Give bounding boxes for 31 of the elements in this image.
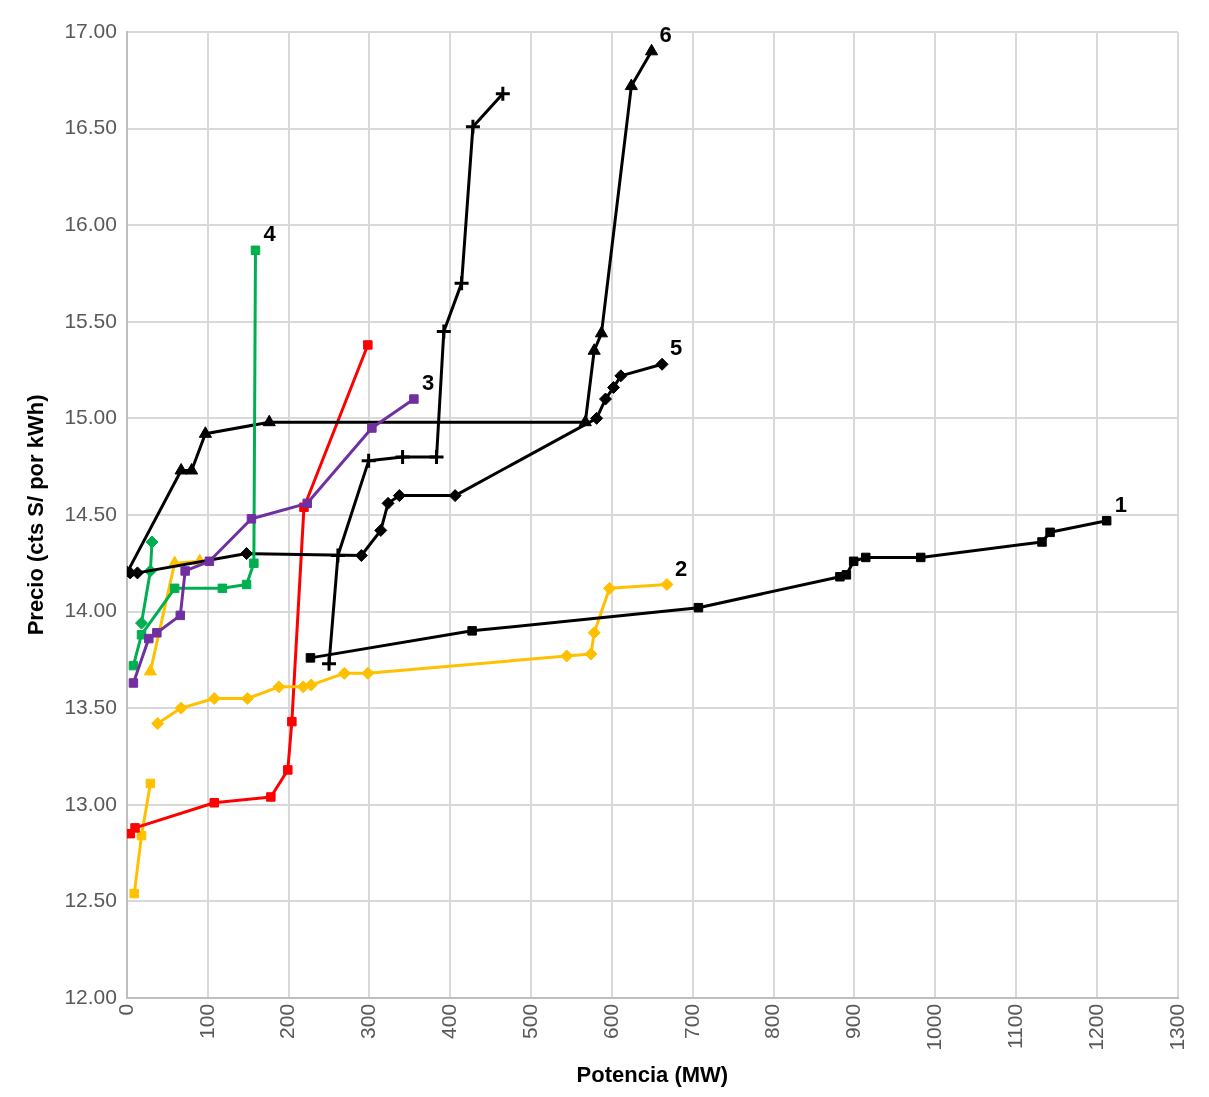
series-label: 2 xyxy=(674,555,688,581)
y-tick-label: 13.50 xyxy=(64,694,117,718)
x-tick-label: 500 xyxy=(517,1003,541,1039)
y-tick-label: 16.00 xyxy=(64,211,117,235)
y-tick-label: 14.50 xyxy=(64,501,117,525)
x-tick-label: 700 xyxy=(679,1003,703,1039)
x-tick-label: 1100 xyxy=(1002,1003,1026,1050)
series-label: 5 xyxy=(670,335,683,361)
y-tick-label: 15.00 xyxy=(64,405,117,429)
y-tick-label: 15.50 xyxy=(64,308,117,332)
x-tick-label: 1000 xyxy=(922,1003,946,1051)
y-tick-label: 14.00 xyxy=(64,598,117,622)
x-tick-label: 200 xyxy=(275,1003,299,1039)
y-tick-label: 17.00 xyxy=(64,18,117,42)
y-tick-label: 16.50 xyxy=(64,115,117,139)
x-tick-label: 300 xyxy=(356,1003,380,1039)
series-label: 1 xyxy=(1114,491,1127,517)
x-tick-label: 800 xyxy=(760,1003,784,1039)
x-tick-label: 400 xyxy=(437,1003,461,1039)
x-tick-label: 900 xyxy=(841,1003,865,1039)
x-tick-label: 1300 xyxy=(1164,1003,1188,1051)
y-tick-label: 13.00 xyxy=(64,791,117,815)
x-tick-label: 100 xyxy=(194,1003,218,1039)
x-axis-title: Potencia (MW) xyxy=(576,1061,729,1087)
series-label: 3 xyxy=(421,370,435,396)
series-label: 4 xyxy=(263,221,277,247)
series-label: 6 xyxy=(659,22,672,48)
x-tick-label: 600 xyxy=(598,1003,622,1039)
y-axis-title: Precio (cts S/ por kWh) xyxy=(23,394,49,636)
y-tick-label: 12.50 xyxy=(64,888,117,912)
x-tick-label: 1200 xyxy=(1083,1003,1107,1051)
